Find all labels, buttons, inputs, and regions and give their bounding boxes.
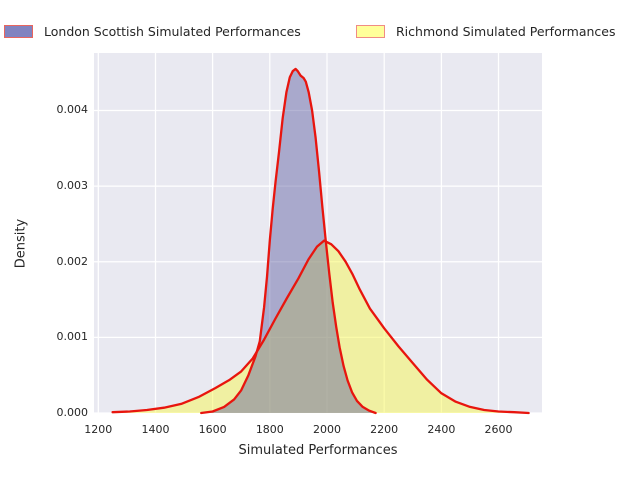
- x-tick-label: 2600: [484, 423, 513, 436]
- legend-entry-richmond: Richmond Simulated Performances: [356, 24, 615, 39]
- legend-entry-london-scottish: London Scottish Simulated Performances: [4, 24, 301, 39]
- y-tick-label: 0.004: [56, 103, 89, 117]
- y-tick-label: 0.002: [56, 254, 89, 268]
- x-tick-label: 2400: [427, 423, 456, 436]
- kde-line-london-scottish: [200, 67, 377, 415]
- legend-label-richmond: Richmond Simulated Performances: [396, 24, 616, 39]
- legend-swatch-london-scottish: [4, 25, 33, 38]
- x-tick-label: 1600: [198, 423, 227, 436]
- x-axis-title: Simulated Performances: [238, 443, 398, 458]
- kde-line-richmond: [111, 239, 530, 415]
- y-axis-title: Density: [13, 218, 29, 269]
- kde-fill-richmond: [112, 240, 529, 413]
- y-tick-label: 0.001: [56, 330, 89, 344]
- x-tick-label: 2000: [313, 423, 341, 436]
- y-tick-label: 0.003: [56, 179, 89, 193]
- x-tick-label: 1400: [141, 423, 170, 436]
- kde-fill-london-scottish: [201, 68, 376, 414]
- y-tick-label: 0.000: [56, 406, 89, 419]
- x-tick-label: 1200: [84, 423, 113, 436]
- x-tick-label: 1800: [255, 423, 284, 436]
- legend-label-london-scottish: London Scottish Simulated Performances: [44, 24, 301, 39]
- x-tick-label: 2200: [370, 423, 399, 436]
- legend-swatch-richmond: [356, 25, 385, 38]
